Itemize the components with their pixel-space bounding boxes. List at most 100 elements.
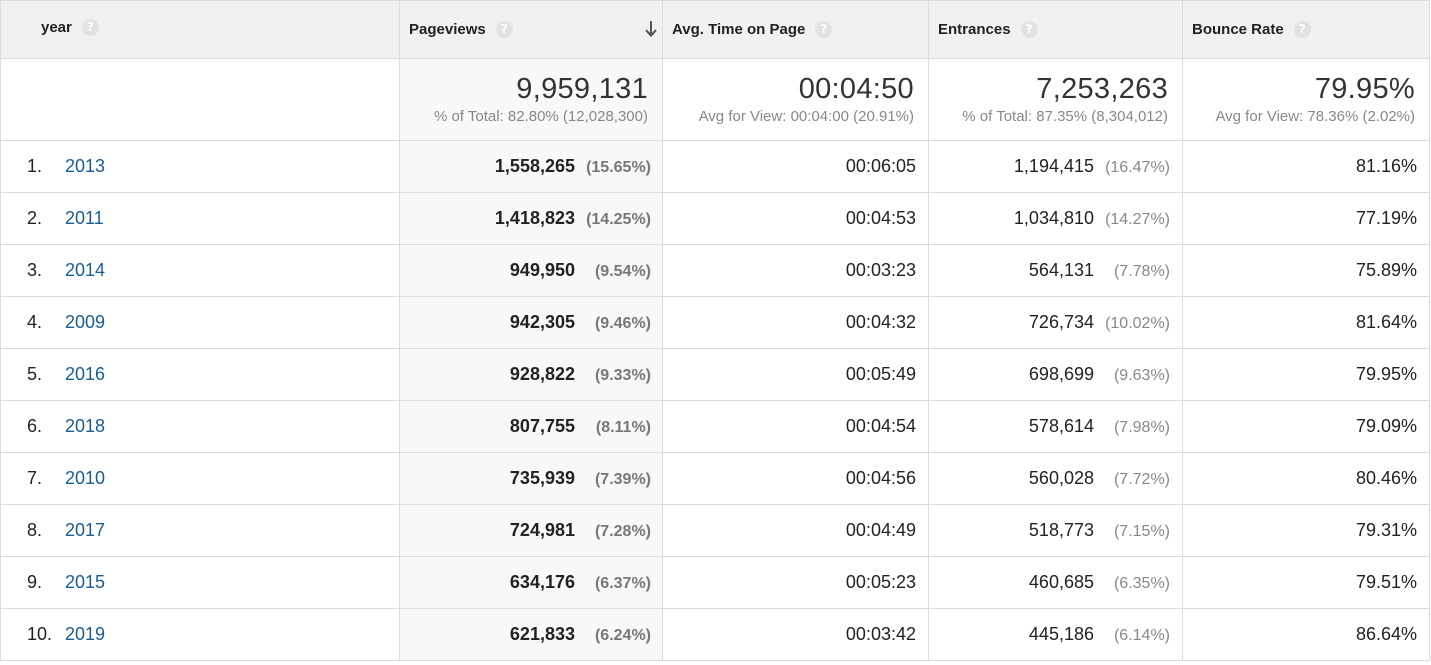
entrances-value: 560,028	[1028, 468, 1094, 488]
avg-time-cell: 00:04:49	[662, 504, 929, 557]
bounce-rate-value: 81.16%	[1355, 156, 1417, 176]
row-rank: 5.	[27, 364, 43, 384]
bounce-rate-cell: 79.95%	[1182, 348, 1430, 401]
pageviews-percent: (7.28%)	[594, 523, 651, 540]
entrances-column-header[interactable]: Entrances ?	[928, 0, 1183, 59]
pageviews-column-header[interactable]: Pageviews ?	[399, 0, 663, 59]
entrances-value: 1,194,415	[1013, 156, 1094, 176]
avg-time-column-header[interactable]: Avg. Time on Page ?	[662, 0, 929, 59]
row-rank: 3.	[27, 260, 43, 280]
bounce-rate-total: 79.95%	[1314, 73, 1415, 105]
row-rank: 1.	[27, 156, 43, 176]
table-row: 2. 2011 1,418,823 (14.25%) 00:04:53 1,034,…	[0, 192, 1430, 245]
year-link[interactable]: 2010	[65, 468, 106, 488]
header-row: year ? Pageviews ? Avg. Time on Page ?	[0, 0, 1430, 59]
year-column-header[interactable]: year ?	[0, 0, 400, 59]
pageviews-percent: (14.25%)	[586, 211, 651, 228]
pageviews-value: 807,755	[509, 416, 575, 436]
avg-time-value: 00:05:23	[845, 572, 916, 592]
entrances-value: 578,614	[1028, 416, 1094, 436]
pageviews-value: 928,822	[509, 364, 575, 384]
row-rank: 8.	[27, 520, 43, 540]
year-link[interactable]: 2011	[65, 208, 104, 228]
help-icon[interactable]: ?	[1020, 21, 1038, 38]
bounce-rate-value: 86.64%	[1355, 624, 1417, 644]
avg-time-header-label[interactable]: Avg. Time on Page	[672, 21, 806, 38]
bounce-rate-cell: 79.31%	[1182, 504, 1430, 557]
table-row: 1. 2013 1,558,265 (15.65%) 00:06:05 1,194,…	[0, 140, 1430, 193]
entrances-percent: (10.02%)	[1105, 315, 1170, 332]
bounce-rate-value: 79.51%	[1355, 572, 1417, 592]
help-icon[interactable]: ?	[495, 21, 513, 38]
table-row: 6. 2018 807,755 (8.11%) 00:04:54 578,614 (7…	[0, 400, 1430, 453]
pageviews-value: 724,981	[509, 520, 575, 540]
year-link[interactable]: 2017	[65, 520, 106, 540]
entrances-percent: (7.78%)	[1113, 263, 1170, 280]
year-header-label[interactable]: year	[41, 18, 72, 36]
year-cell: 7. 2010	[0, 452, 400, 505]
entrances-value: 445,186	[1028, 624, 1094, 644]
avg-time-cell: 00:06:05	[662, 140, 929, 193]
pageviews-value: 1,558,265	[494, 156, 575, 176]
table-row: 3. 2014 949,950 (9.54%) 00:03:23 564,131 (7…	[0, 244, 1430, 297]
bounce-rate-cell: 75.89%	[1182, 244, 1430, 297]
sort-descending-icon[interactable]	[644, 20, 658, 38]
bounce-rate-value: 80.46%	[1355, 468, 1417, 488]
bounce-rate-cell: 81.16%	[1182, 140, 1430, 193]
entrances-cell: 1,034,810 (14.27%)	[928, 192, 1183, 245]
entrances-percent: (6.35%)	[1113, 575, 1170, 592]
table-row: 4. 2009 942,305 (9.46%) 00:04:32 726,734 (1…	[0, 296, 1430, 349]
entrances-percent: (16.47%)	[1105, 159, 1170, 176]
bounce-rate-value: 79.09%	[1355, 416, 1417, 436]
entrances-percent: (7.98%)	[1113, 419, 1170, 436]
help-icon[interactable]: ?	[81, 18, 99, 36]
entrances-value: 460,685	[1028, 572, 1094, 592]
year-cell: 2. 2011	[0, 192, 400, 245]
entrances-header-label[interactable]: Entrances	[938, 21, 1011, 38]
avg-time-total-cell: 00:04:50 Avg for View: 00:04:00 (20.91%)	[662, 58, 929, 141]
bounce-rate-header-label[interactable]: Bounce Rate	[1192, 21, 1284, 38]
pageviews-cell: 724,981 (7.28%)	[399, 504, 663, 557]
year-cell: 8. 2017	[0, 504, 400, 557]
year-link[interactable]: 2013	[65, 156, 106, 176]
year-link[interactable]: 2019	[65, 624, 106, 644]
pageviews-percent: (15.65%)	[586, 159, 651, 176]
row-rank: 4.	[27, 312, 43, 332]
row-rank: 9.	[27, 572, 43, 592]
year-link[interactable]: 2015	[65, 572, 106, 592]
entrances-cell: 518,773 (7.15%)	[928, 504, 1183, 557]
data-rows: 1. 2013 1,558,265 (15.65%) 00:06:05 1,194,…	[0, 140, 1430, 661]
pageviews-value: 735,939	[509, 468, 575, 488]
bounce-rate-value: 79.95%	[1355, 364, 1417, 384]
year-cell: 5. 2016	[0, 348, 400, 401]
pageviews-cell: 949,950 (9.54%)	[399, 244, 663, 297]
year-link[interactable]: 2014	[65, 260, 106, 280]
pageviews-percent: (8.11%)	[595, 419, 651, 436]
entrances-total: 7,253,263	[1036, 73, 1168, 105]
pageviews-percent: (9.46%)	[594, 315, 651, 332]
pageviews-percent: (9.33%)	[594, 367, 651, 384]
pageviews-value: 634,176	[509, 572, 575, 592]
help-icon[interactable]: ?	[1293, 21, 1311, 38]
avg-time-cell: 00:05:49	[662, 348, 929, 401]
year-link[interactable]: 2016	[65, 364, 106, 384]
bounce-rate-column-header[interactable]: Bounce Rate ?	[1182, 0, 1430, 59]
row-rank: 2.	[27, 208, 43, 228]
entrances-cell: 698,699 (9.63%)	[928, 348, 1183, 401]
bounce-rate-value: 81.64%	[1355, 312, 1417, 332]
entrances-percent: (7.15%)	[1113, 523, 1170, 540]
pageviews-cell: 942,305 (9.46%)	[399, 296, 663, 349]
help-icon[interactable]: ?	[815, 21, 833, 38]
year-cell: 10. 2019	[0, 608, 400, 661]
pageviews-header-label[interactable]: Pageviews	[409, 21, 486, 38]
entrances-value: 518,773	[1028, 520, 1094, 540]
year-link[interactable]: 2009	[65, 312, 106, 332]
pageviews-total-cell: 9,959,131 % of Total: 82.80% (12,028,300…	[399, 58, 663, 141]
table-row: 9. 2015 634,176 (6.37%) 00:05:23 460,685 (6…	[0, 556, 1430, 609]
row-rank: 6.	[27, 416, 43, 436]
bounce-rate-cell: 79.09%	[1182, 400, 1430, 453]
entrances-value: 726,734	[1028, 312, 1094, 332]
year-link[interactable]: 2018	[65, 416, 106, 436]
pageviews-cell: 621,833 (6.24%)	[399, 608, 663, 661]
pageviews-value: 949,950	[509, 260, 575, 280]
